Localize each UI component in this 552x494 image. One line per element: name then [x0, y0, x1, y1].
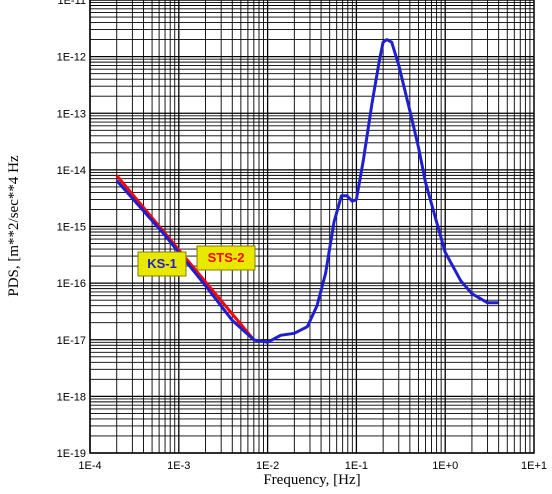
legend: KS-1 STS-2	[137, 245, 256, 277]
grid	[89, 0, 534, 454]
y-tick-label: 1E-15	[57, 222, 86, 234]
legend-ks1-box	[137, 251, 187, 277]
x-tick-labels: 1E-4 1E-3 1E-2 1E-1 1E+0 1E+1	[78, 460, 547, 472]
y-tick-labels: 1E-11 1E-12 1E-13 1E-14 1E-15 1E-16 1E-17 1E-18…	[57, 0, 86, 460]
legend-sts2: STS-2	[196, 245, 256, 271]
y-axis-title: PDS, [m**2/sec**4 Hz	[6, 155, 22, 297]
x-tick-label: 1E-3	[167, 460, 190, 472]
x-axis-title: Frequency, [Hz]	[263, 472, 360, 488]
legend-ks1: KS-1	[137, 251, 187, 277]
y-tick-label: 1E-16	[57, 278, 86, 290]
y-tick-label: 1E-18	[57, 391, 86, 403]
y-tick-label: 1E-19	[57, 448, 86, 460]
plot-frame	[89, 0, 535, 454]
x-tick-label: 1E-2	[256, 460, 279, 472]
x-tick-label: 1E-1	[345, 460, 368, 472]
legend-sts2-label: STS-2	[208, 250, 245, 265]
y-tick-label: 1E-13	[57, 108, 86, 120]
legend-sts2-box	[196, 245, 256, 271]
series-line-ks-1	[115, 38, 499, 344]
y-tick-label: 1E-14	[57, 165, 86, 177]
x-tick-label: 1E-4	[78, 460, 101, 472]
y-tick-label: 1E-12	[57, 52, 86, 64]
y-tick-label: 1E-17	[57, 335, 86, 347]
legend-ks1-label: KS-1	[147, 256, 177, 271]
x-tick-label: 1E+1	[521, 460, 547, 472]
x-tick-label: 1E+0	[432, 460, 458, 472]
y-tick-label: 1E-11	[57, 0, 86, 7]
